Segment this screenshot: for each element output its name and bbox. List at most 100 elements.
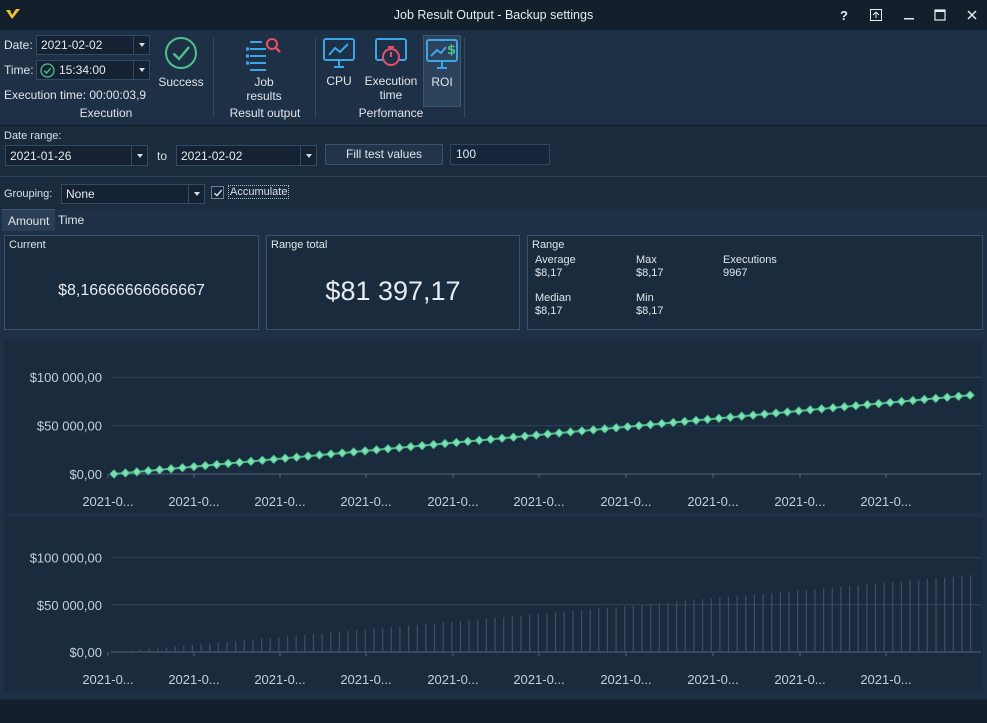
bar: [235, 641, 237, 652]
data-point-marker: [143, 466, 153, 476]
bar: [416, 624, 418, 652]
execution-time-label-line2: time: [379, 88, 403, 102]
bar: [701, 599, 704, 652]
svg-text:$: $: [447, 43, 456, 58]
bar: [278, 637, 280, 652]
grouping-combo[interactable]: None: [61, 184, 205, 204]
range-panel: Range Average $8,17 Max $8,17 Executions…: [527, 235, 983, 330]
execution-time-button[interactable]: Execution time: [360, 36, 422, 102]
pin-button[interactable]: [861, 0, 891, 30]
data-point-marker: [816, 404, 827, 414]
roi-button[interactable]: $ ROI: [423, 35, 461, 107]
help-button[interactable]: ?: [829, 0, 859, 30]
bar: [970, 575, 972, 652]
close-button[interactable]: [957, 0, 987, 30]
bar: [857, 585, 859, 652]
date-from-combo[interactable]: 2021-01-26: [5, 145, 148, 166]
grouping-panel: Grouping: None Accumulate: [0, 178, 987, 209]
bar: [546, 613, 548, 652]
chevron-down-icon[interactable]: [300, 146, 316, 165]
data-point-marker: [383, 444, 393, 454]
data-point-marker: [154, 465, 165, 475]
x-tick-label: 2021-0...: [513, 672, 564, 687]
data-point-marker: [189, 461, 199, 472]
tab-amount[interactable]: Amount: [2, 209, 56, 231]
fill-test-values-button[interactable]: Fill test values: [325, 144, 443, 165]
amount-bar-chart[interactable]: $100 000,00 $50 000,00 $0,00 2021-0... 2021-…: [4, 517, 983, 693]
chevron-down-icon[interactable]: [133, 61, 149, 79]
executions-value: 9967: [723, 267, 748, 279]
maximize-button[interactable]: [925, 0, 955, 30]
bar: [554, 612, 557, 652]
accumulate-checkbox[interactable]: [211, 186, 224, 199]
bar: [606, 607, 609, 652]
average-value: $8,17: [535, 267, 563, 279]
cumulative-line-chart[interactable]: $100 000,00 $50 000,00 $0,00 2021-0... 2021-…: [4, 339, 983, 513]
data-point-marker: [611, 423, 621, 433]
data-point-marker: [314, 450, 325, 460]
data-point-marker: [257, 455, 268, 466]
bar: [433, 623, 436, 652]
execution-group-caption: Execution: [79, 106, 133, 120]
y-tick-label: $100 000,00: [30, 551, 102, 566]
bar: [425, 624, 427, 652]
chevron-down-icon[interactable]: [131, 146, 147, 165]
job-results-button[interactable]: Job results: [234, 36, 294, 103]
data-point-marker: [679, 416, 690, 427]
bar: [918, 579, 920, 652]
bar: [373, 628, 375, 652]
data-point-marker: [794, 406, 804, 416]
cpu-button[interactable]: CPU: [320, 36, 358, 88]
bar: [840, 586, 842, 652]
ribbon-separator: [315, 38, 316, 118]
bar: [736, 596, 738, 652]
min-label: Min: [636, 292, 654, 304]
data-point-marker: [348, 447, 359, 457]
bar: [390, 627, 392, 652]
window-title: Job Result Output - Backup settings: [393, 8, 594, 22]
data-point-marker: [291, 452, 302, 462]
chevron-down-icon[interactable]: [133, 36, 149, 54]
bar: [727, 596, 730, 652]
bar: [364, 629, 366, 652]
tab-time[interactable]: Time: [58, 213, 85, 227]
date-from-value: 2021-01-26: [10, 148, 72, 163]
fill-count-input[interactable]: 100: [450, 144, 550, 165]
pin-window-icon: [870, 9, 882, 21]
data-point-marker: [166, 464, 176, 474]
accumulate-label[interactable]: Accumulate: [228, 185, 290, 199]
x-tick-label: 2021-0...: [168, 672, 219, 687]
time-combo[interactable]: 15:34:00: [36, 60, 150, 80]
bar: [900, 581, 903, 652]
date-to-combo[interactable]: 2021-02-02: [176, 145, 317, 166]
x-tick-label: 2021-0...: [600, 494, 651, 509]
bar: [892, 582, 894, 652]
line-chart-svg: $100 000,00 $50 000,00 $0,00 2021-0... 2021-…: [30, 370, 981, 509]
title-bar: Job Result Output - Backup settings ?: [0, 0, 987, 30]
bar: [321, 633, 323, 652]
x-tick-label: 2021-0...: [82, 672, 133, 687]
bar-chart-svg: $100 000,00 $50 000,00 $0,00 2021-0... 2021-…: [30, 551, 981, 687]
date-combo[interactable]: 2021-02-02: [36, 35, 150, 55]
minimize-button[interactable]: [894, 0, 924, 30]
bar: [814, 589, 816, 652]
bar: [650, 603, 652, 652]
data-point-marker: [109, 469, 119, 479]
median-value: $8,17: [535, 305, 563, 317]
minimize-icon: [904, 18, 914, 20]
bar: [330, 632, 332, 652]
bar: [788, 591, 790, 652]
data-point-marker: [360, 446, 370, 456]
executions-label: Executions: [723, 254, 777, 266]
range-total-panel: Range total $81 397,17: [266, 235, 520, 330]
chevron-down-icon[interactable]: [188, 185, 204, 203]
data-point-marker: [759, 409, 770, 419]
bar: [399, 626, 401, 652]
data-point-marker: [622, 422, 633, 432]
x-tick-label: 2021-0...: [860, 494, 911, 509]
bar: [658, 603, 660, 652]
maximize-icon: [934, 9, 946, 21]
current-value: $8,16666666666667: [58, 282, 205, 299]
bar: [952, 576, 954, 652]
success-button[interactable]: Success: [154, 36, 208, 89]
